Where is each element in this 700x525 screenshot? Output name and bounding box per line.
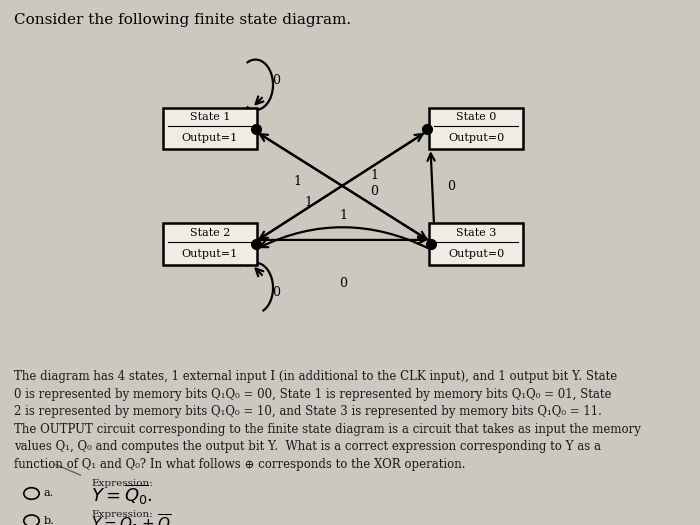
Text: 0: 0 [339,277,347,290]
Text: State 1: State 1 [190,112,230,122]
Text: The OUTPUT circuit corresponding to the finite state diagram is a circuit that t: The OUTPUT circuit corresponding to the … [14,423,641,470]
Text: Output=1: Output=1 [182,133,238,143]
FancyArrowPatch shape [260,133,425,239]
FancyBboxPatch shape [429,224,523,265]
FancyArrowPatch shape [258,133,426,239]
Text: Output=1: Output=1 [182,248,238,259]
Text: 1: 1 [370,170,379,182]
FancyBboxPatch shape [163,108,257,149]
FancyArrowPatch shape [428,154,435,222]
Text: State 0: State 0 [456,112,496,122]
FancyBboxPatch shape [163,224,257,265]
Text: Expression:: Expression: [91,479,153,488]
FancyArrowPatch shape [260,134,428,240]
Text: 0: 0 [370,185,379,198]
Text: Output=0: Output=0 [448,133,504,143]
FancyBboxPatch shape [429,108,523,149]
Text: a.: a. [43,488,53,499]
Text: 1: 1 [304,196,312,208]
Text: Consider the following finite state diagram.: Consider the following finite state diag… [14,13,351,27]
FancyArrowPatch shape [260,227,428,248]
Text: The diagram has 4 states, 1 external input I (in additional to the CLK input), a: The diagram has 4 states, 1 external inp… [14,370,617,418]
FancyArrowPatch shape [258,236,425,244]
Text: 0: 0 [272,74,281,87]
Text: Output=0: Output=0 [448,248,504,259]
FancyArrowPatch shape [258,134,423,240]
Text: State 2: State 2 [190,227,230,238]
Text: State 3: State 3 [456,227,496,238]
Text: b.: b. [43,516,54,525]
Text: $Y = \overline{Q_0}.$: $Y = \overline{Q_0}.$ [91,482,153,507]
Text: 0: 0 [447,180,456,193]
Text: Expression:: Expression: [91,510,153,519]
Text: 1: 1 [339,209,347,222]
Text: 1: 1 [293,175,302,187]
Text: 0: 0 [272,286,281,299]
Text: $Y = Q_1 + \overline{Q}$: $Y = Q_1 + \overline{Q}$ [91,512,171,525]
